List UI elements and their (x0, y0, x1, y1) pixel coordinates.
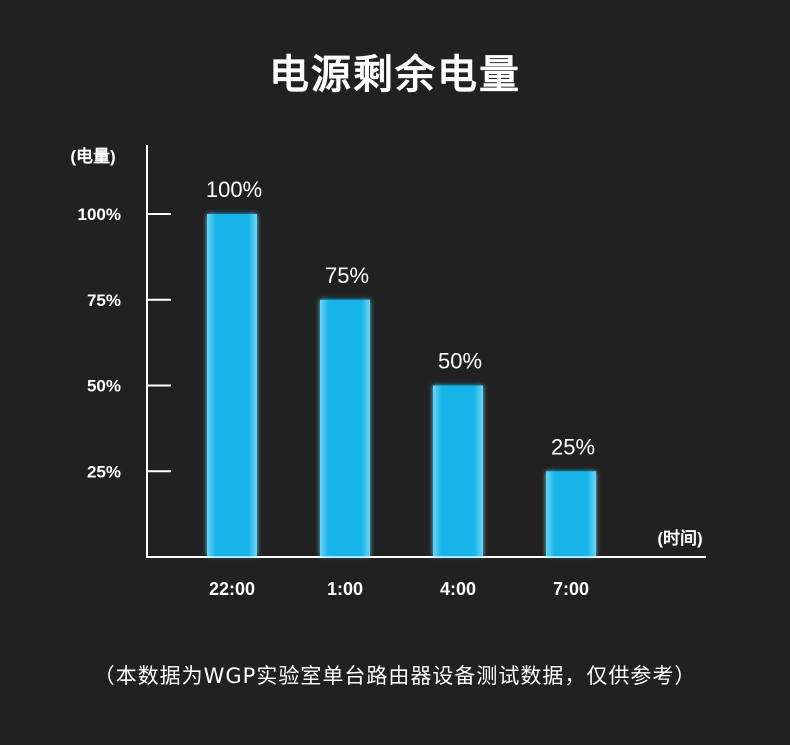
y-tick-label: 75% (87, 291, 121, 310)
bar-data-label: 50% (438, 349, 482, 374)
x-axis-label: (时间) (657, 528, 702, 548)
y-tick-label: 100% (78, 205, 121, 224)
x-tick-label: 4:00 (440, 579, 476, 599)
y-axis-label: (电量) (70, 146, 115, 166)
data-disclaimer: （本数据为WGP实验室单台路由器设备测试数据，仅供参考） (93, 664, 697, 688)
bar (320, 299, 370, 556)
x-tick-label: 22:00 (209, 579, 255, 599)
bar-data-label: 25% (551, 434, 595, 459)
bar (207, 214, 257, 556)
x-tick-label: 7:00 (553, 579, 589, 599)
bar (433, 385, 483, 556)
y-tick-label: 25% (87, 462, 121, 481)
x-tick-label: 1:00 (327, 579, 363, 599)
chart-title: 电源剩余电量 (269, 52, 521, 98)
bar-data-label: 75% (325, 263, 369, 288)
bar-data-label: 100% (206, 177, 262, 202)
bar (546, 471, 596, 556)
y-tick-label: 50% (87, 377, 121, 396)
